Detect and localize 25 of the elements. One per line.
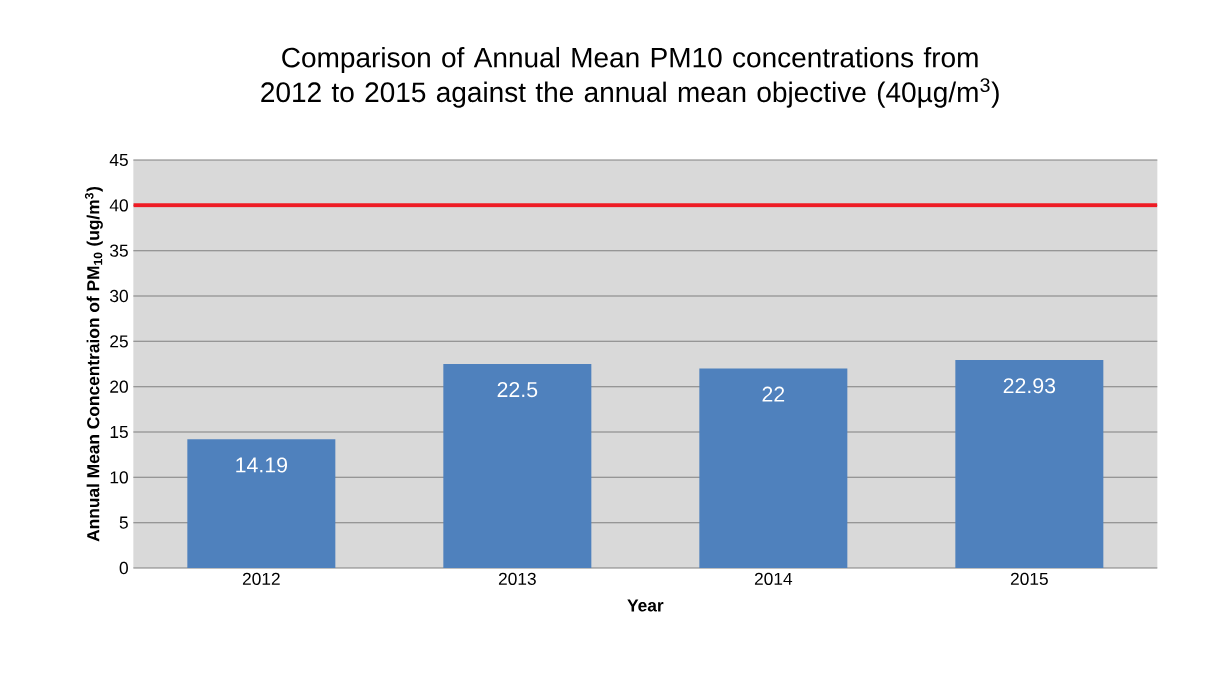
- y-axis-title: Annual Mean Concentraion of PM$_{10}$ (ug/m$^{3}$): [84, 187, 103, 542]
- data-label: 22: [762, 386, 785, 402]
- y-tick-label: 10: [110, 471, 128, 484]
- x-tick-label: 2012: [242, 572, 280, 585]
- y-tick-label: 45: [109, 153, 128, 167]
- data-label: 14.19: [236, 457, 288, 473]
- y-tick-label: 20: [110, 380, 128, 393]
- x-axis-title: Year: [627, 599, 664, 612]
- data-label: 22.5: [497, 382, 538, 398]
- y-tick-label: 35: [110, 244, 128, 257]
- y-tick-label: 30: [110, 289, 128, 303]
- y-tick-label: 15: [110, 425, 128, 439]
- y-tick-label: 25: [110, 335, 128, 348]
- data-label: 22.93: [1003, 378, 1056, 394]
- bar: [187, 439, 336, 568]
- bar: [443, 364, 592, 568]
- x-tick-label: 2014: [754, 572, 793, 585]
- bar: [699, 368, 848, 568]
- y-tick-label: 0: [119, 561, 128, 575]
- bar: [955, 360, 1104, 568]
- x-tick-label: 2013: [498, 572, 536, 585]
- y-tick-label: 5: [119, 516, 128, 529]
- chart-title: Comparison of Annual Mean PM10 concentrations from 2012 to 2015 against the annual mean objective (40µg/m$^{3}$): [261, 46, 999, 108]
- y-tick-label: 40: [109, 199, 128, 212]
- x-tick-label: 2015: [1010, 572, 1048, 585]
